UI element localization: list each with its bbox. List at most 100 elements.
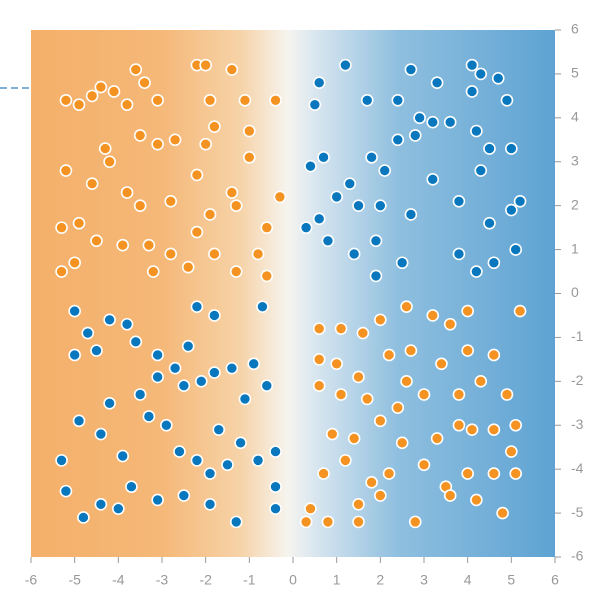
point — [356, 326, 370, 340]
point — [505, 203, 518, 217]
point — [369, 234, 383, 248]
point — [55, 454, 68, 467]
point — [243, 151, 256, 164]
point — [352, 497, 365, 511]
point — [72, 414, 86, 428]
point — [395, 436, 409, 450]
point — [151, 348, 164, 362]
point — [234, 436, 247, 450]
point — [299, 221, 313, 234]
point — [334, 322, 348, 335]
point — [430, 432, 444, 445]
point — [208, 309, 221, 322]
point — [461, 304, 474, 318]
point — [339, 454, 352, 467]
point — [317, 467, 330, 480]
point — [365, 151, 378, 164]
point — [251, 247, 265, 261]
point — [391, 401, 405, 414]
point — [181, 260, 195, 274]
point — [112, 502, 125, 515]
y-tick-label: -2 — [571, 372, 584, 388]
point — [269, 480, 282, 494]
y-tick-label: -6 — [571, 548, 584, 564]
point — [509, 243, 523, 256]
y-tick-label: 1 — [571, 240, 579, 256]
point — [465, 58, 479, 72]
point — [461, 344, 474, 357]
x-tick-label: 6 — [551, 572, 559, 588]
point — [391, 133, 405, 147]
point — [85, 177, 99, 191]
y-tick-label: 5 — [571, 65, 579, 81]
point — [312, 212, 326, 226]
point — [238, 93, 252, 107]
point — [103, 396, 116, 410]
point — [391, 93, 405, 107]
point — [243, 124, 256, 138]
point — [94, 497, 108, 511]
point — [256, 300, 269, 313]
point — [59, 484, 73, 498]
y-tick-label: -1 — [571, 328, 584, 344]
point — [417, 388, 431, 401]
point — [90, 234, 103, 248]
point — [116, 238, 129, 252]
point — [509, 467, 523, 480]
point — [382, 467, 396, 480]
point — [321, 515, 335, 529]
point — [238, 392, 252, 406]
x-tick-label: 0 — [289, 572, 297, 588]
point — [474, 67, 488, 81]
point — [352, 515, 365, 529]
x-tick-label: 2 — [376, 572, 384, 588]
point — [426, 173, 440, 186]
point — [308, 98, 322, 111]
point — [374, 489, 387, 502]
point — [107, 85, 121, 98]
point — [374, 313, 387, 327]
point — [395, 256, 409, 270]
point — [352, 370, 365, 384]
point — [133, 388, 147, 401]
point — [487, 467, 501, 480]
point — [68, 256, 81, 270]
point — [400, 300, 413, 313]
point — [203, 497, 217, 511]
point — [142, 410, 156, 423]
point — [325, 427, 339, 441]
point — [483, 216, 496, 230]
point — [142, 238, 156, 252]
point — [269, 502, 282, 515]
point — [369, 269, 383, 283]
point — [505, 142, 518, 155]
point — [334, 388, 348, 401]
point — [435, 357, 448, 371]
point — [430, 76, 444, 89]
point — [85, 89, 99, 103]
point — [120, 98, 134, 111]
point — [225, 63, 239, 76]
x-tick-label: 1 — [333, 572, 341, 588]
point — [190, 300, 204, 313]
point — [461, 467, 474, 480]
point — [496, 506, 509, 520]
point — [120, 186, 134, 199]
point — [260, 379, 274, 393]
point — [181, 339, 195, 353]
point — [443, 489, 457, 502]
point — [177, 489, 191, 502]
point — [404, 63, 418, 76]
point — [474, 375, 488, 388]
point — [229, 515, 243, 529]
y-tick-label: -4 — [571, 460, 584, 476]
point — [260, 269, 274, 283]
x-tick-label: -2 — [199, 572, 212, 588]
point — [374, 199, 387, 212]
point — [347, 247, 361, 261]
point — [374, 414, 387, 428]
point — [203, 93, 217, 107]
point — [190, 454, 204, 467]
point — [465, 85, 479, 98]
